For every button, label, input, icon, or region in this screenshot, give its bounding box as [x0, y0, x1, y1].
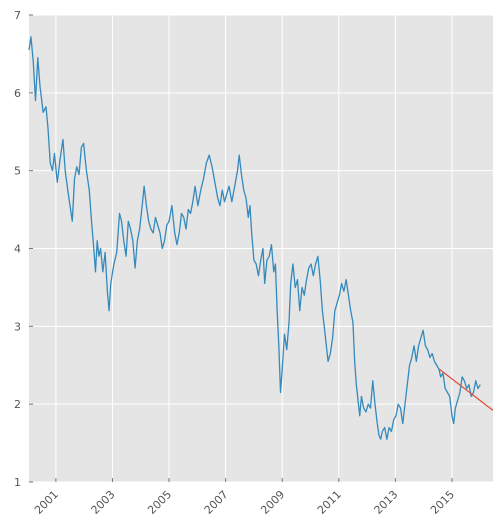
y-axis-tick-labels: 1 2 3 4 5 6 7: [14, 9, 21, 489]
y-tick-label: 5: [14, 165, 21, 178]
x-axis-tick-labels: 2001 2003 2005 2007 2009 2011 2013 2015: [32, 488, 457, 517]
x-tick-label: 2013: [372, 488, 401, 517]
x-tick-label: 2001: [32, 488, 61, 517]
y-tick-label: 6: [14, 87, 21, 100]
x-tick-label: 2007: [202, 488, 231, 517]
x-tick-label: 2003: [89, 488, 118, 517]
x-tick-label: 2009: [258, 488, 287, 517]
trend-line: [438, 368, 494, 411]
x-tick-label: 2011: [315, 488, 344, 517]
y-tick-label: 2: [14, 398, 21, 411]
y-tick-label: 4: [14, 243, 21, 256]
x-tick-label: 2015: [428, 488, 457, 517]
gridlines: [29, 14, 493, 483]
y-tick-label: 1: [14, 476, 21, 489]
series-layer: [28, 36, 494, 440]
tick-marks: [29, 14, 453, 483]
y-tick-label: 3: [14, 320, 21, 333]
series-line: [28, 36, 481, 440]
x-tick-label: 2005: [145, 488, 174, 517]
y-tick-label: 7: [14, 9, 21, 22]
